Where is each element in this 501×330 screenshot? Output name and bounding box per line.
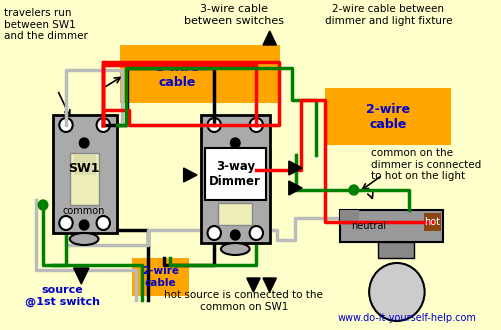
FancyBboxPatch shape — [377, 242, 413, 258]
Polygon shape — [74, 268, 89, 284]
FancyBboxPatch shape — [339, 210, 442, 242]
FancyBboxPatch shape — [325, 88, 450, 145]
Polygon shape — [246, 278, 260, 292]
FancyBboxPatch shape — [74, 155, 96, 175]
FancyBboxPatch shape — [423, 213, 440, 231]
Circle shape — [249, 118, 263, 132]
Circle shape — [38, 200, 48, 210]
Polygon shape — [288, 181, 302, 195]
Text: hot source is connected to the
common on SW1: hot source is connected to the common on… — [164, 290, 323, 312]
Text: common on the
dimmer is connected
to hot on the light: common on the dimmer is connected to hot… — [370, 148, 480, 181]
Circle shape — [96, 118, 110, 132]
Text: hot: hot — [423, 217, 439, 227]
Circle shape — [59, 118, 73, 132]
Text: 3-wire cable
between switches: 3-wire cable between switches — [184, 4, 284, 26]
FancyBboxPatch shape — [53, 115, 116, 233]
FancyBboxPatch shape — [339, 210, 358, 225]
Text: travelers run
between SW1
and the dimmer: travelers run between SW1 and the dimmer — [4, 8, 88, 41]
Text: common: common — [63, 206, 105, 216]
FancyBboxPatch shape — [132, 258, 189, 296]
Polygon shape — [288, 161, 302, 175]
Text: 3-wire
cable: 3-wire cable — [155, 61, 198, 89]
Text: 3-way
Dimmer: 3-way Dimmer — [209, 160, 261, 188]
Text: www.do-it-yourself-help.com: www.do-it-yourself-help.com — [337, 313, 475, 323]
Circle shape — [79, 138, 89, 148]
Text: 2-wire
cable: 2-wire cable — [366, 103, 409, 131]
Ellipse shape — [70, 233, 98, 245]
Polygon shape — [263, 31, 276, 45]
Ellipse shape — [220, 243, 249, 255]
Ellipse shape — [368, 263, 424, 321]
Text: 2-wire cable between
dimmer and light fixture: 2-wire cable between dimmer and light fi… — [324, 4, 451, 26]
Polygon shape — [183, 168, 196, 182]
Circle shape — [348, 185, 358, 195]
FancyBboxPatch shape — [119, 45, 280, 103]
Circle shape — [249, 226, 263, 240]
Text: 2-wire
cable: 2-wire cable — [142, 266, 179, 288]
Circle shape — [59, 216, 73, 230]
Circle shape — [79, 220, 89, 230]
Circle shape — [207, 226, 220, 240]
FancyBboxPatch shape — [217, 203, 252, 225]
FancyBboxPatch shape — [200, 115, 269, 243]
Circle shape — [207, 118, 220, 132]
Text: source
@1st switch: source @1st switch — [25, 285, 100, 307]
Circle shape — [230, 230, 239, 240]
FancyBboxPatch shape — [204, 148, 266, 200]
Circle shape — [96, 216, 110, 230]
Circle shape — [230, 138, 239, 148]
Text: SW1: SW1 — [68, 161, 100, 175]
FancyBboxPatch shape — [70, 153, 99, 205]
Text: neutral: neutral — [350, 221, 385, 231]
Polygon shape — [263, 278, 276, 292]
